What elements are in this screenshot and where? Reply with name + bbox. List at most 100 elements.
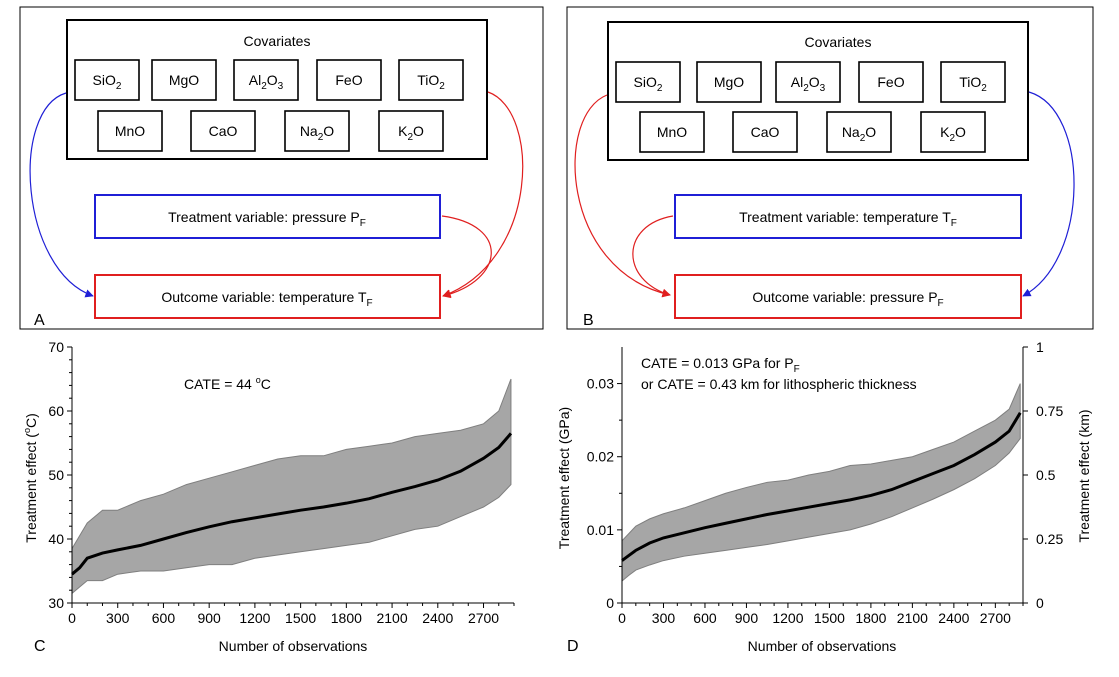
covariate-label: FeO	[335, 72, 362, 88]
x-tick-label: 900	[197, 610, 221, 626]
covariate-label: SiO2	[93, 72, 122, 92]
covariate-box	[775, 61, 841, 103]
uncertainty-band	[621, 383, 1021, 583]
covariates-to-treatment-arrow-b	[574, 94, 671, 298]
y-tick-label: 0	[606, 595, 614, 611]
chart-c-ylabel: Treatment effect (oC)	[22, 413, 39, 543]
y-tick-label: 70	[48, 339, 64, 355]
outcome-box-b	[674, 274, 1022, 319]
panel-letter-b: B	[583, 312, 594, 329]
covariate-label: MnO	[657, 124, 687, 140]
covariate-box	[696, 61, 762, 103]
panel-letter-d: D	[567, 638, 579, 655]
outcome-box-a	[94, 274, 441, 319]
outcome-label-a: Outcome variable: temperature TF	[161, 289, 372, 309]
panel-b: Covariates SiO2 MgO Al2O3 FeO TiO2 MnO CaO Na2O…	[566, 6, 1094, 330]
x-tick-label: 1200	[239, 610, 270, 626]
covariate-label: CaO	[751, 124, 780, 140]
treatment-label-a: Treatment variable: pressure PF	[168, 209, 366, 229]
x-tick-label: 2100	[897, 610, 928, 626]
covariates-to-outcome-arrow-a	[29, 92, 94, 298]
x-tick-label: 300	[106, 610, 130, 626]
treatment-to-outcome-arrow-b	[632, 215, 674, 297]
covariate-box	[190, 110, 256, 152]
chart-d-annotation-line2: or CATE = 0.43 km for lithospheric thick…	[641, 376, 917, 392]
y-tick-label-right: 1	[1036, 339, 1044, 355]
panel-letter-a: A	[34, 312, 45, 329]
covariate-label: TiO2	[417, 72, 445, 92]
panel-letter-c: C	[34, 638, 46, 655]
y-tick-label-right: 0	[1036, 595, 1044, 611]
panel-a: Covariates SiO2 MgO Al2O3 FeO TiO2 MnO CaO Na2O…	[19, 6, 544, 330]
covariate-label: K2O	[398, 123, 424, 143]
x-tick-label: 1200	[772, 610, 803, 626]
covariate-box	[316, 59, 382, 101]
y-tick-label: 50	[48, 467, 64, 483]
outcome-label-b: Outcome variable: pressure PF	[752, 289, 943, 309]
covariate-box	[378, 110, 444, 152]
covariates-grid-b: SiO2 MgO Al2O3 FeO TiO2 MnO CaO Na2O K2O	[615, 61, 1006, 153]
chart-c: CATE = 44 oC Number of observations Trea…	[22, 339, 515, 655]
y-tick-label: 40	[48, 531, 64, 547]
y-tick-label: 0.02	[587, 449, 614, 465]
x-tick-label: 900	[735, 610, 759, 626]
chart-d-ylabel: Treatment effect (GPa)	[556, 407, 572, 549]
covariate-box	[97, 110, 163, 152]
covariate-label: SiO2	[634, 74, 663, 94]
chart-d-xlabel: Number of observations	[748, 638, 897, 654]
x-tick-label: 600	[152, 610, 176, 626]
x-tick-label: 300	[652, 610, 676, 626]
chart-d: CATE = 0.013 GPa for PF or CATE = 0.43 k…	[556, 339, 1092, 655]
covariate-box	[639, 111, 705, 153]
covariates-box-b	[607, 21, 1029, 161]
panel-b-frame	[566, 6, 1094, 330]
covariates-to-outcome-arrow-b	[1022, 91, 1075, 297]
covariate-box	[233, 59, 299, 101]
treatment-label-b: Treatment variable: temperature TF	[739, 209, 957, 229]
covariates-box-a	[66, 19, 488, 160]
covariates-title-a: Covariates	[244, 33, 311, 49]
chart-d-ylabel-right: Treatment effect (km)	[1076, 409, 1092, 542]
y-tick-label-right: 0.75	[1036, 403, 1063, 419]
x-tick-label: 2400	[422, 610, 453, 626]
covariate-box	[151, 59, 217, 101]
covariate-label: MgO	[169, 72, 199, 88]
x-tick-label: 2700	[980, 610, 1011, 626]
y-tick-label-right: 0.5	[1036, 467, 1056, 483]
x-tick-label: 1800	[331, 610, 362, 626]
covariate-box	[615, 61, 681, 103]
covariate-label: FeO	[877, 74, 904, 90]
x-tick-label: 1500	[285, 610, 316, 626]
treatment-effect-line	[71, 432, 513, 576]
treatment-box-a	[94, 194, 441, 239]
y-tick-label: 30	[48, 595, 64, 611]
y-tick-label: 0.01	[587, 522, 614, 538]
covariate-box	[398, 59, 464, 101]
covariate-box	[920, 111, 986, 153]
covariate-label: Na2O	[842, 124, 876, 144]
covariate-label: Al2O3	[791, 74, 826, 94]
covariate-label: TiO2	[959, 74, 987, 94]
covariate-box	[74, 59, 140, 101]
x-tick-label: 2100	[376, 610, 407, 626]
covariate-box	[284, 110, 350, 152]
x-tick-label: 2700	[468, 610, 499, 626]
treatment-effect-line	[621, 412, 1022, 562]
covariate-box	[940, 61, 1006, 103]
covariate-box	[858, 61, 924, 103]
covariate-label: MnO	[115, 123, 145, 139]
covariate-label: Na2O	[300, 123, 334, 143]
covariates-title-b: Covariates	[805, 34, 872, 50]
treatment-box-b	[674, 194, 1022, 239]
covariate-label: CaO	[209, 123, 238, 139]
x-tick-label: 2400	[938, 610, 969, 626]
covariate-label: Al2O3	[249, 72, 284, 92]
chart-c-xlabel: Number of observations	[219, 638, 368, 654]
covariates-to-treatment-arrow-a	[442, 91, 524, 298]
chart-d-annotation-line1: CATE = 0.013 GPa for PF	[641, 355, 800, 375]
x-tick-label: 1500	[814, 610, 845, 626]
x-tick-label: 0	[68, 610, 76, 626]
covariate-box	[826, 111, 892, 153]
y-tick-label: 0.03	[587, 376, 614, 392]
